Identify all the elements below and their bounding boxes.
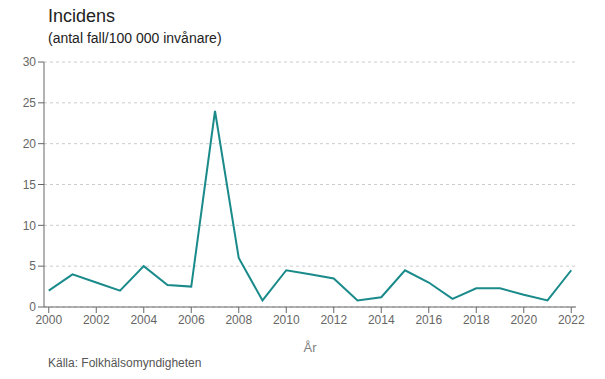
svg-text:2008: 2008 xyxy=(225,313,252,327)
svg-text:2020: 2020 xyxy=(510,313,537,327)
svg-text:15: 15 xyxy=(23,178,37,192)
svg-text:2010: 2010 xyxy=(273,313,300,327)
svg-text:30: 30 xyxy=(23,55,37,69)
svg-text:2018: 2018 xyxy=(463,313,490,327)
svg-text:2006: 2006 xyxy=(178,313,205,327)
svg-text:5: 5 xyxy=(29,259,36,273)
svg-text:2022: 2022 xyxy=(558,313,585,327)
svg-text:2002: 2002 xyxy=(83,313,110,327)
html-text:Incidens: Incidens xyxy=(48,6,115,26)
svg-text:2012: 2012 xyxy=(320,313,347,327)
svg-text:0: 0 xyxy=(29,300,36,314)
svg-text:2004: 2004 xyxy=(130,313,157,327)
svg-text:2000: 2000 xyxy=(35,313,62,327)
svg-text:2016: 2016 xyxy=(415,313,442,327)
html-text:(antal fall/100 000 invånare): (antal fall/100 000 invånare) xyxy=(48,30,222,46)
svg-text:År: År xyxy=(304,340,318,352)
html-text:Källa: Folkhälsomyndigheten: Källa: Folkhälsomyndigheten xyxy=(48,356,202,370)
svg-text:20: 20 xyxy=(23,137,37,151)
svg-text:2014: 2014 xyxy=(368,313,395,327)
svg-text:10: 10 xyxy=(23,219,37,233)
svg-text:25: 25 xyxy=(23,96,37,110)
